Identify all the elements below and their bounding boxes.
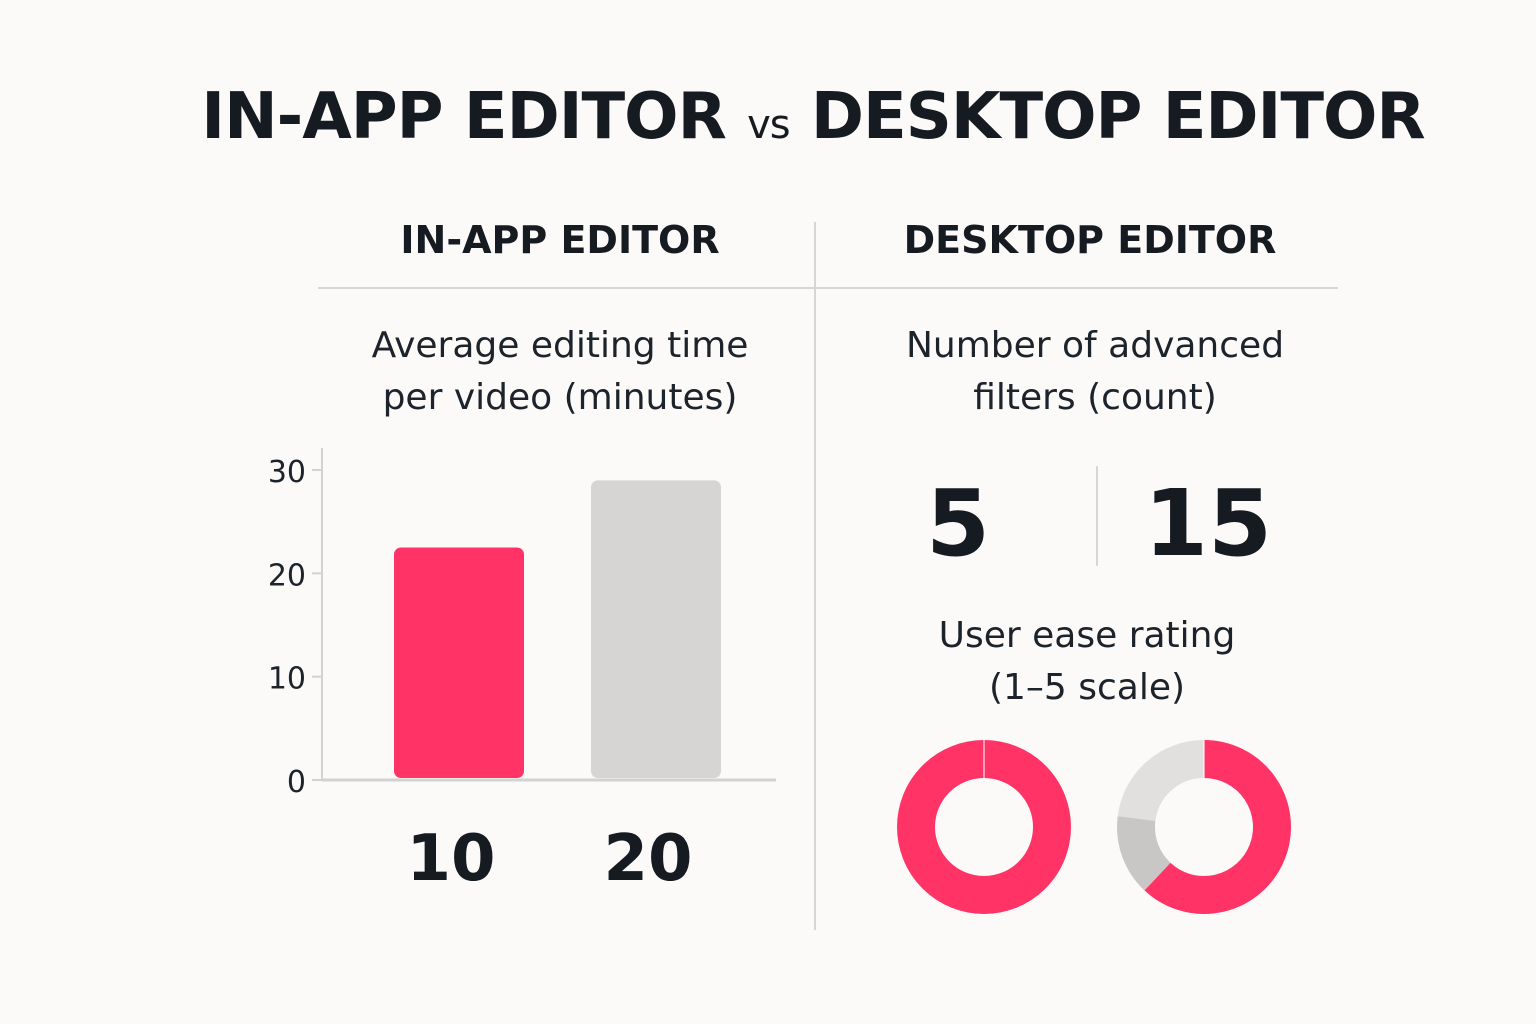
filters-value-in-app: 5: [925, 470, 990, 577]
y-tick-label: 10: [268, 662, 306, 697]
bar-in-app: [394, 547, 524, 778]
rating-subtitle-line2: (1–5 scale): [988, 667, 1186, 708]
donut-slice: [1117, 816, 1172, 891]
rating-subtitle-line1: User ease rating: [938, 615, 1236, 656]
bar-desktop: [591, 480, 721, 778]
donut-in-app: [897, 740, 1071, 914]
bar-chart-subtitle-line1: Average editing time: [371, 325, 749, 366]
bar-value-label: 20: [603, 822, 692, 896]
bar-value-label: 10: [406, 822, 495, 896]
bar-chart-subtitle: Average editing time per video (minutes): [300, 320, 820, 424]
title-right: DESKTOP EDITOR: [810, 80, 1426, 154]
page-title: IN-APP EDITOR vs DESKTOP EDITOR: [0, 80, 1536, 154]
rating-subtitle: User ease rating (1–5 scale): [857, 610, 1317, 714]
donut-slice: [897, 740, 1071, 914]
y-tick-label: 0: [287, 765, 306, 800]
filters-subtitle: Number of advanced filters (count): [855, 320, 1335, 424]
y-tick-label: 30: [268, 455, 306, 490]
filters-value-desktop: 15: [1143, 470, 1273, 577]
bar-chart-subtitle-line2: per video (minutes): [382, 377, 738, 418]
y-tick-label: 20: [268, 558, 306, 593]
donut-desktop: [1117, 740, 1291, 914]
column-heading-desktop: DESKTOP EDITOR: [903, 218, 1277, 262]
title-vs: vs: [747, 102, 791, 148]
donut-slice: [1144, 740, 1291, 914]
filters-subtitle-line2: filters (count): [973, 377, 1217, 418]
donut-slice: [1117, 740, 1205, 822]
column-heading-in-app: IN-APP EDITOR: [400, 218, 720, 262]
filters-subtitle-line1: Number of advanced: [905, 325, 1285, 366]
title-left: IN-APP EDITOR: [201, 80, 727, 154]
